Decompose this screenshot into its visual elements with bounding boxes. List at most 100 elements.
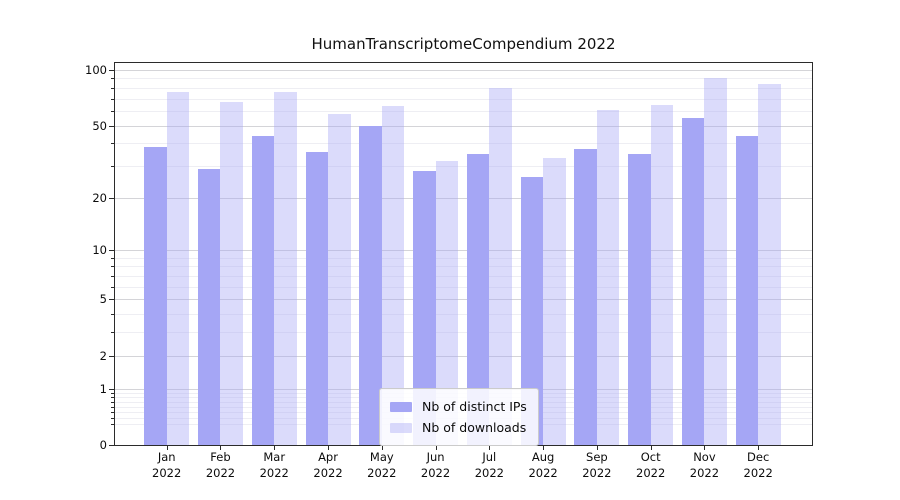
x-tick-label: Mar 2022 <box>246 450 302 481</box>
x-label-year: 2022 <box>743 465 773 480</box>
x-tick-label: Jan 2022 <box>139 450 195 481</box>
x-label-month: Mar <box>263 450 286 464</box>
y-tick-label: 2 <box>99 348 107 363</box>
bar-distinct-ips-jun <box>413 171 436 445</box>
x-label-year: 2022 <box>420 465 451 480</box>
x-tick-mark <box>328 446 330 450</box>
y-minor-tick-mark <box>111 266 114 268</box>
bar-distinct-ips-apr <box>305 151 329 445</box>
bar-downloads-feb <box>220 102 243 445</box>
x-tick-label: Oct 2022 <box>623 450 679 481</box>
x-label-month: Dec <box>747 450 770 464</box>
bar-downloads-nov <box>704 78 727 445</box>
bar-distinct-ips-nov <box>681 117 705 445</box>
x-label-month: Jan <box>157 450 176 464</box>
major-gridline <box>115 299 812 301</box>
x-label-year: 2022 <box>689 465 720 480</box>
plot-area <box>114 62 813 446</box>
minor-gridline <box>115 314 812 316</box>
y-minor-tick-mark <box>111 412 114 414</box>
x-tick-mark <box>435 446 437 450</box>
major-gridline <box>115 69 812 71</box>
legend-label-distinct-ips: Nb of distinct IPs <box>422 399 527 414</box>
bar-downloads-mar <box>274 92 297 445</box>
y-minor-tick-mark <box>111 397 114 399</box>
y-tick-label: 100 <box>85 62 107 77</box>
bar-downloads-sep <box>596 109 620 445</box>
x-tick-label: May 2022 <box>354 450 410 481</box>
legend-item-distinct-ips: Nb of distinct IPs <box>390 396 527 417</box>
y-minor-tick-mark <box>111 332 114 334</box>
x-tick-mark <box>758 446 760 450</box>
bar-distinct-ips-jan <box>144 147 167 445</box>
x-label-year: 2022 <box>636 465 666 480</box>
y-tick-label: 1 <box>99 381 107 396</box>
major-gridline <box>115 125 812 127</box>
y-minor-tick-mark <box>111 98 114 100</box>
x-tick-mark <box>489 446 491 450</box>
y-minor-tick-mark <box>111 87 114 89</box>
x-label-month: Jul <box>482 450 497 464</box>
minor-gridline <box>115 165 812 167</box>
bar-distinct-ips-jul <box>466 153 490 445</box>
bar-downloads-oct <box>650 104 674 445</box>
y-tick-mark <box>109 69 114 71</box>
x-tick-label: Aug 2022 <box>515 450 571 481</box>
legend-item-downloads: Nb of downloads <box>390 417 527 438</box>
y-minor-tick-mark <box>111 165 114 167</box>
x-label-month: Sep <box>586 450 608 464</box>
x-label-year: 2022 <box>205 465 236 480</box>
y-tick-mark <box>109 388 114 390</box>
x-tick-label: Feb 2022 <box>192 450 248 481</box>
y-minor-tick-mark <box>111 143 114 145</box>
y-minor-tick-mark <box>111 286 114 288</box>
y-tick-mark <box>109 355 114 357</box>
bar-downloads-dec <box>758 84 781 445</box>
y-minor-tick-mark <box>111 417 114 419</box>
y-tick-mark <box>109 299 114 301</box>
minor-gridline <box>115 98 812 100</box>
major-gridline <box>115 250 812 252</box>
x-tick-label: Nov 2022 <box>676 450 732 481</box>
minor-gridline <box>115 78 812 80</box>
bar-distinct-ips-mar <box>251 135 275 445</box>
y-tick-mark <box>109 445 114 446</box>
x-tick-mark <box>650 446 652 450</box>
chart-title: HumanTranscriptomeCompendium 2022 <box>311 35 616 53</box>
x-label-month: Jun <box>426 450 445 464</box>
bar-downloads-jan <box>166 92 190 445</box>
major-gridline <box>115 355 812 357</box>
minor-gridline <box>115 87 812 89</box>
y-minor-tick-mark <box>111 78 114 80</box>
y-minor-tick-mark <box>111 276 114 278</box>
x-label-year: 2022 <box>313 465 343 480</box>
major-gridline <box>115 197 812 199</box>
y-minor-tick-mark <box>111 314 114 316</box>
bar-distinct-ips-sep <box>574 149 597 445</box>
minor-gridline <box>115 286 812 288</box>
bar-distinct-ips-aug <box>520 177 544 445</box>
x-label-year: 2022 <box>528 465 558 480</box>
legend: Nb of distinct IPs Nb of downloads <box>379 388 539 446</box>
x-tick-mark <box>220 446 222 450</box>
legend-swatch-downloads <box>390 422 412 433</box>
minor-gridline <box>115 110 812 112</box>
x-tick-mark <box>274 446 276 450</box>
x-label-year: 2022 <box>152 465 182 480</box>
bar-downloads-may <box>381 105 405 445</box>
y-minor-tick-mark <box>111 401 114 403</box>
minor-gridline <box>115 257 812 259</box>
x-tick-mark <box>704 446 706 450</box>
x-label-month: May <box>369 450 394 464</box>
minor-gridline <box>115 276 812 278</box>
bar-downloads-jun <box>435 160 459 445</box>
bar-downloads-jul <box>489 87 512 445</box>
x-label-year: 2022 <box>582 465 612 480</box>
y-minor-tick-mark <box>111 110 114 112</box>
y-minor-tick-mark <box>111 423 114 425</box>
x-tick-label: Jun 2022 <box>408 450 464 481</box>
x-label-month: Aug <box>531 450 555 464</box>
bar-downloads-aug <box>543 158 566 445</box>
x-label-year: 2022 <box>259 465 289 480</box>
